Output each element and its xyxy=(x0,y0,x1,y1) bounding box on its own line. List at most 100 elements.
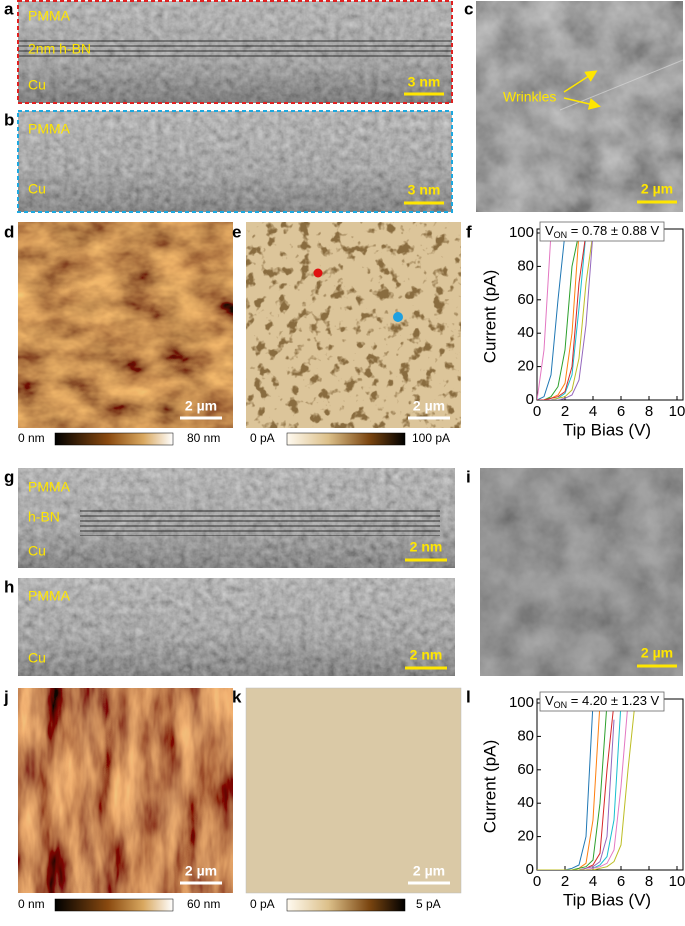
colorbar-max: 60 nm xyxy=(187,897,220,911)
layer-label: h-BN xyxy=(28,509,60,525)
layer-label: Cu xyxy=(28,181,46,197)
x-tick-label: 10 xyxy=(669,873,685,890)
panel-letter: f xyxy=(466,222,472,241)
layer-label: PMMA xyxy=(28,479,71,495)
panel-letter: h xyxy=(4,577,14,596)
y-tick-label: 20 xyxy=(517,358,534,375)
x-tick-label: 6 xyxy=(617,403,625,420)
iv-curve xyxy=(537,703,615,870)
x-tick-label: 8 xyxy=(645,403,653,420)
panel-d: 2 µm 0 nm 80 nm xyxy=(18,222,233,446)
y-tick-label: 80 xyxy=(517,727,534,744)
annotation-symbol: V xyxy=(545,223,554,238)
iv-curve xyxy=(537,233,587,400)
iv-curve xyxy=(537,233,580,400)
panel-letter: d xyxy=(4,222,14,241)
panel-k: 2 µm 0 pA 5 pA xyxy=(245,687,462,912)
y-tick-label: 80 xyxy=(517,257,534,274)
line-chart: 0 20 40 60 80 100 0 2 4 6 8 10 Tip Bias (V) Current (… xyxy=(480,691,685,909)
colorbar-min: 0 nm xyxy=(18,431,45,445)
iv-curve xyxy=(537,703,636,870)
y-axis-title: Current (pA) xyxy=(480,270,499,364)
scale-bar-label: 2 µm xyxy=(641,181,673,197)
layer-label: PMMA xyxy=(28,588,71,604)
scale-bar-label: 2 µm xyxy=(641,645,673,661)
panel-a: PMMA 2nm h-BN Cu 3 nm xyxy=(17,0,453,104)
annotation: VON = 0.78 ± 0.88 V xyxy=(545,223,660,240)
x-tick-label: 4 xyxy=(589,403,597,420)
layer-label: 2nm h-BN xyxy=(28,41,91,57)
panel-letter: a xyxy=(4,0,14,18)
annotation: Wrinkles xyxy=(503,89,556,105)
annotation-subscript: ON xyxy=(554,700,568,710)
iv-curve xyxy=(537,703,594,870)
x-axis-title: Tip Bias (V) xyxy=(563,420,651,439)
panel-c: Wrinkles 2 µm xyxy=(476,1,684,212)
colorbar-max: 80 nm xyxy=(187,431,220,445)
colorbar-min: 0 pA xyxy=(250,431,275,445)
panel-i: 2 µm xyxy=(480,468,683,676)
y-tick-label: 60 xyxy=(517,761,534,778)
y-tick-label: 100 xyxy=(509,224,534,241)
line-chart: 0 20 40 60 80 100 0 2 4 6 8 10 Tip Bias (V) Current (… xyxy=(480,221,685,439)
layer-label: Cu xyxy=(28,77,46,93)
annotation-text: = 0.78 ± 0.88 V xyxy=(567,223,659,238)
colorbar-max: 5 pA xyxy=(416,897,441,911)
x-tick-label: 6 xyxy=(617,873,625,890)
iv-curve xyxy=(537,233,552,400)
layer-label: PMMA xyxy=(28,121,71,137)
panel-letter: i xyxy=(466,467,471,486)
x-tick-label: 10 xyxy=(669,403,685,420)
panel-h: PMMA Cu 2 nm xyxy=(18,578,455,676)
x-tick-label: 2 xyxy=(561,873,569,890)
panel-j: 2 µm 0 nm 60 nm xyxy=(18,688,233,912)
y-tick-label: 40 xyxy=(517,324,534,341)
annotation: VON = 4.20 ± 1.23 V xyxy=(545,693,660,710)
plot-frame xyxy=(536,228,684,401)
iv-curve xyxy=(537,719,615,870)
layer-label: Cu xyxy=(28,650,46,666)
iv-curve xyxy=(537,703,601,870)
x-tick-label: 4 xyxy=(589,873,597,890)
y-tick-label: 0 xyxy=(526,861,534,878)
y-tick-label: 40 xyxy=(517,794,534,811)
panel-letter: c xyxy=(464,0,473,18)
annotation-subscript: ON xyxy=(554,230,568,240)
annotation-box xyxy=(539,691,665,712)
iv-curve xyxy=(537,703,608,870)
scale-bar-label: 2 nm xyxy=(410,539,443,555)
y-tick-label: 60 xyxy=(517,291,534,308)
scale-bar-label: 2 µm xyxy=(413,863,445,879)
panel-letter: g xyxy=(4,467,14,486)
x-tick-label: 0 xyxy=(533,873,541,890)
panel-e: 2 µm 0 pA 100 pA xyxy=(246,222,461,446)
panel-b: PMMA Cu 3 nm xyxy=(17,110,453,213)
scale-bar-label: 2 µm xyxy=(185,863,217,879)
iv-curve xyxy=(537,233,587,400)
scale-bar-label: 2 nm xyxy=(410,647,443,663)
iv-curve xyxy=(537,233,566,400)
iv-curve xyxy=(537,233,594,400)
x-axis-title: Tip Bias (V) xyxy=(563,890,651,909)
annotation-text: = 4.20 ± 1.23 V xyxy=(567,693,659,708)
panel-g: PMMA h-BN Cu 2 nm xyxy=(18,468,455,568)
x-tick-label: 8 xyxy=(645,873,653,890)
iv-curve xyxy=(537,233,594,400)
y-tick-label: 100 xyxy=(509,694,534,711)
iv-curve xyxy=(537,703,622,870)
colorbar-max: 100 pA xyxy=(412,431,450,445)
scale-bar-label: 2 µm xyxy=(185,398,217,414)
panel-letter: k xyxy=(232,687,242,706)
layer-label: PMMA xyxy=(28,8,71,24)
y-axis-title: Current (pA) xyxy=(480,740,499,834)
scale-bar-label: 3 nm xyxy=(408,74,441,90)
x-tick-label: 0 xyxy=(533,403,541,420)
panel-letter: e xyxy=(232,222,241,241)
iv-curve xyxy=(537,703,629,870)
y-tick-label: 20 xyxy=(517,828,534,845)
colorbar-min: 0 nm xyxy=(18,897,45,911)
iv-curve xyxy=(537,233,580,400)
colorbar-min: 0 pA xyxy=(250,897,275,911)
scale-bar-label: 2 µm xyxy=(413,398,445,414)
